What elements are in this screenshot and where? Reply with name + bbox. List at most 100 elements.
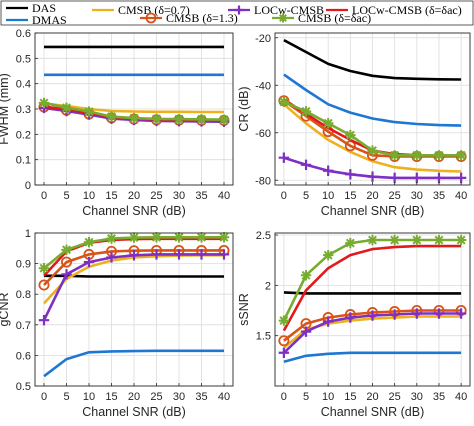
x-tick-label: 20 — [128, 391, 140, 403]
x-tick-label: 40 — [455, 190, 467, 202]
x-tick-label: 25 — [389, 391, 401, 403]
legend-label: CMSB (δ=δac) — [298, 11, 371, 25]
data-point — [196, 232, 207, 243]
x-tick-label: 35 — [433, 190, 445, 202]
x-tick-label: 30 — [411, 391, 423, 403]
data-point — [173, 232, 185, 243]
legend-label: CMSB (δ=1.3) — [166, 11, 238, 25]
series-das — [283, 291, 462, 295]
legend-marker — [145, 12, 157, 24]
data-point — [173, 249, 185, 260]
x-tick-label: 25 — [389, 190, 401, 202]
data-point — [83, 256, 95, 268]
x-tick-label: 35 — [195, 391, 207, 403]
series-line — [43, 349, 224, 378]
y-tick-label: -80 — [255, 175, 271, 187]
series-locwcmsb — [282, 244, 462, 332]
x-tick-label: 5 — [63, 391, 69, 403]
x-tick-label: 5 — [63, 190, 69, 202]
legend-entry-dmas: DMAS — [6, 13, 67, 27]
data-point — [455, 308, 467, 319]
y-axis-label: CR (dB) — [237, 86, 251, 131]
series-cmsbac — [278, 234, 467, 326]
data-point — [106, 252, 117, 263]
y-tick-label: 1.5 — [256, 331, 271, 343]
y-tick-label: -20 — [255, 33, 271, 45]
legend-label: LOCw-CMSB (δ=δac) — [352, 3, 462, 17]
x-tick-label: 25 — [150, 391, 162, 403]
legend-label: DMAS — [32, 13, 67, 27]
data-point — [196, 249, 207, 260]
data-point — [196, 114, 207, 125]
data-point — [218, 114, 230, 125]
data-point — [433, 234, 445, 246]
data-point — [389, 234, 400, 246]
y-tick-label: 0.1 — [16, 155, 31, 167]
y-tick-label: -60 — [255, 128, 271, 140]
data-point — [38, 97, 50, 109]
x-tick-label: 0 — [281, 190, 287, 202]
legend-entry-cmsb07: CMSB (δ=0.7) — [92, 3, 190, 17]
x-tick-label: 30 — [173, 190, 185, 202]
x-axis-label: Channel SNR (dB) — [321, 204, 425, 218]
series-cmsbac — [278, 96, 467, 161]
x-tick-label: 20 — [128, 190, 140, 202]
x-tick-label: 0 — [41, 391, 47, 403]
data-point — [411, 234, 423, 246]
data-point — [173, 113, 185, 125]
legend-entry-cmsb13: CMSB (δ=1.3) — [140, 11, 238, 25]
series-line — [282, 244, 462, 332]
data-point — [218, 249, 230, 260]
data-point — [389, 172, 400, 184]
data-point — [455, 234, 467, 246]
data-point — [345, 237, 356, 249]
x-tick-label: 30 — [411, 190, 423, 202]
data-point — [322, 316, 334, 327]
data-point — [128, 112, 140, 124]
data-point — [345, 169, 356, 180]
panel-top-right: 0 5 10 15 20 25 30 35 40 -80 -60 -40 -20 Channel SNR … — [237, 32, 471, 218]
x-tick-label: 35 — [433, 391, 445, 403]
x-tick-label: 15 — [344, 391, 356, 403]
data-point — [367, 171, 378, 182]
data-point — [278, 96, 290, 108]
x-tick-label: 40 — [455, 391, 467, 403]
x-tick-label: 5 — [303, 190, 309, 202]
series-das — [283, 38, 462, 81]
data-point — [389, 309, 400, 320]
data-point — [38, 279, 50, 291]
series-line — [43, 102, 224, 114]
x-tick-label: 20 — [366, 190, 378, 202]
y-tick-label: 1 — [25, 228, 31, 240]
data-point — [300, 270, 312, 281]
series-locw — [278, 308, 467, 358]
series-line — [283, 291, 462, 295]
series-dmas — [283, 351, 462, 364]
x-tick-label: 10 — [322, 391, 334, 403]
x-tick-label: 5 — [303, 391, 309, 403]
series-dmas — [283, 73, 462, 127]
panel-bottom-right: 0 5 10 15 20 25 30 35 40 1.5 2 2.5 Channel SNR (dB) s… — [237, 230, 471, 419]
data-point — [83, 106, 95, 117]
data-point — [367, 145, 378, 156]
series-locw — [278, 152, 467, 184]
y-axis-label: FWHM (mm) — [0, 73, 11, 145]
data-point — [151, 232, 162, 243]
legend-label: LOCw-CMSB — [254, 3, 324, 17]
x-tick-label: 15 — [105, 190, 117, 202]
x-tick-label: 0 — [281, 391, 287, 403]
data-point — [218, 232, 230, 243]
y-tick-label: 0.6 — [16, 350, 31, 362]
legend-label: CMSB (δ=0.7) — [118, 3, 190, 17]
data-point — [106, 111, 117, 122]
y-tick-label: -40 — [255, 80, 271, 92]
x-tick-label: 40 — [218, 190, 230, 202]
series-cmsbac — [38, 97, 230, 125]
data-point — [322, 118, 334, 129]
y-tick-label: 0.9 — [16, 259, 31, 271]
series-line — [283, 103, 462, 173]
data-point — [411, 172, 423, 184]
series-line — [283, 351, 462, 364]
